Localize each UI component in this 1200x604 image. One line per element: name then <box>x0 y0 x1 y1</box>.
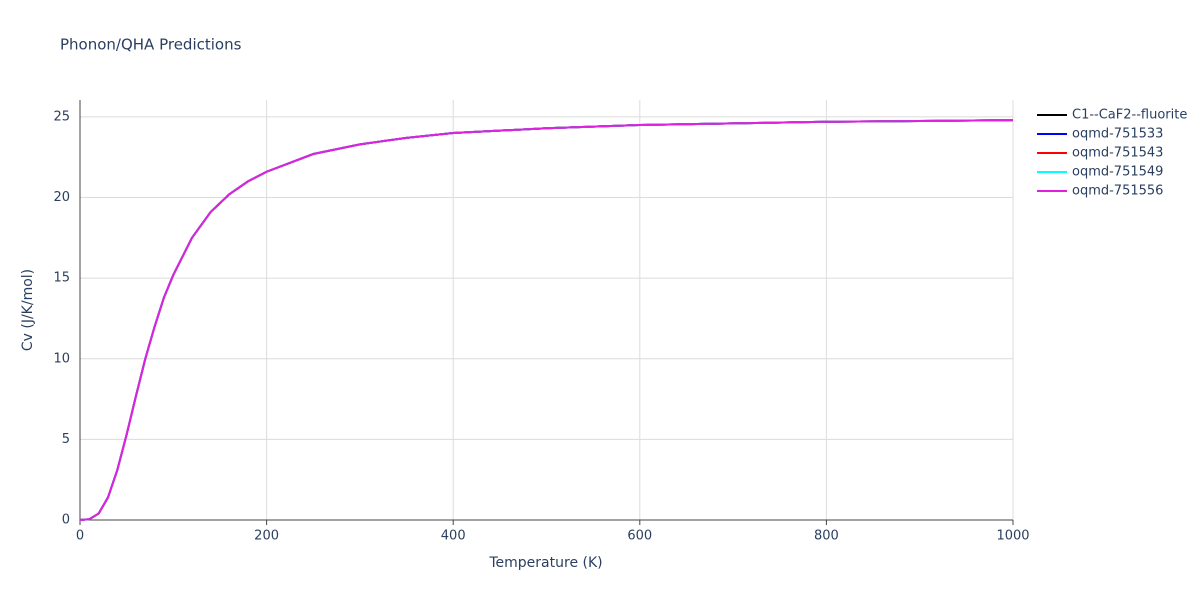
line-series <box>79 119 1014 521</box>
y-tick-label: 15 <box>53 271 70 286</box>
x-tick-label: 1000 <box>996 529 1029 544</box>
legend-label: oqmd-751549 <box>1072 165 1163 180</box>
y-axis-label: Cv (J/K/mol) <box>20 269 36 351</box>
line-series <box>79 119 1014 521</box>
y-tick-label: 25 <box>53 109 70 124</box>
y-tick-label: 10 <box>53 351 70 366</box>
y-tick-label: 0 <box>62 513 70 528</box>
chart-title: Phonon/QHA Predictions <box>60 36 242 54</box>
y-tick-label: 20 <box>53 190 70 205</box>
legend-label: oqmd-751556 <box>1072 184 1163 199</box>
x-tick-label: 600 <box>627 529 652 544</box>
line-series <box>79 119 1014 521</box>
x-axis-label: Temperature (K) <box>488 555 602 571</box>
x-tick-label: 0 <box>76 529 84 544</box>
legend-label: C1--CaF2--fluorite <box>1072 108 1187 123</box>
x-tick-label: 400 <box>441 529 466 544</box>
line-series <box>79 119 1014 521</box>
legend-label: oqmd-751543 <box>1072 146 1163 161</box>
line-series <box>79 119 1014 521</box>
x-tick-label: 800 <box>814 529 839 544</box>
x-tick-label: 200 <box>254 529 279 544</box>
legend-label: oqmd-751533 <box>1072 127 1163 142</box>
y-tick-label: 5 <box>62 432 70 447</box>
